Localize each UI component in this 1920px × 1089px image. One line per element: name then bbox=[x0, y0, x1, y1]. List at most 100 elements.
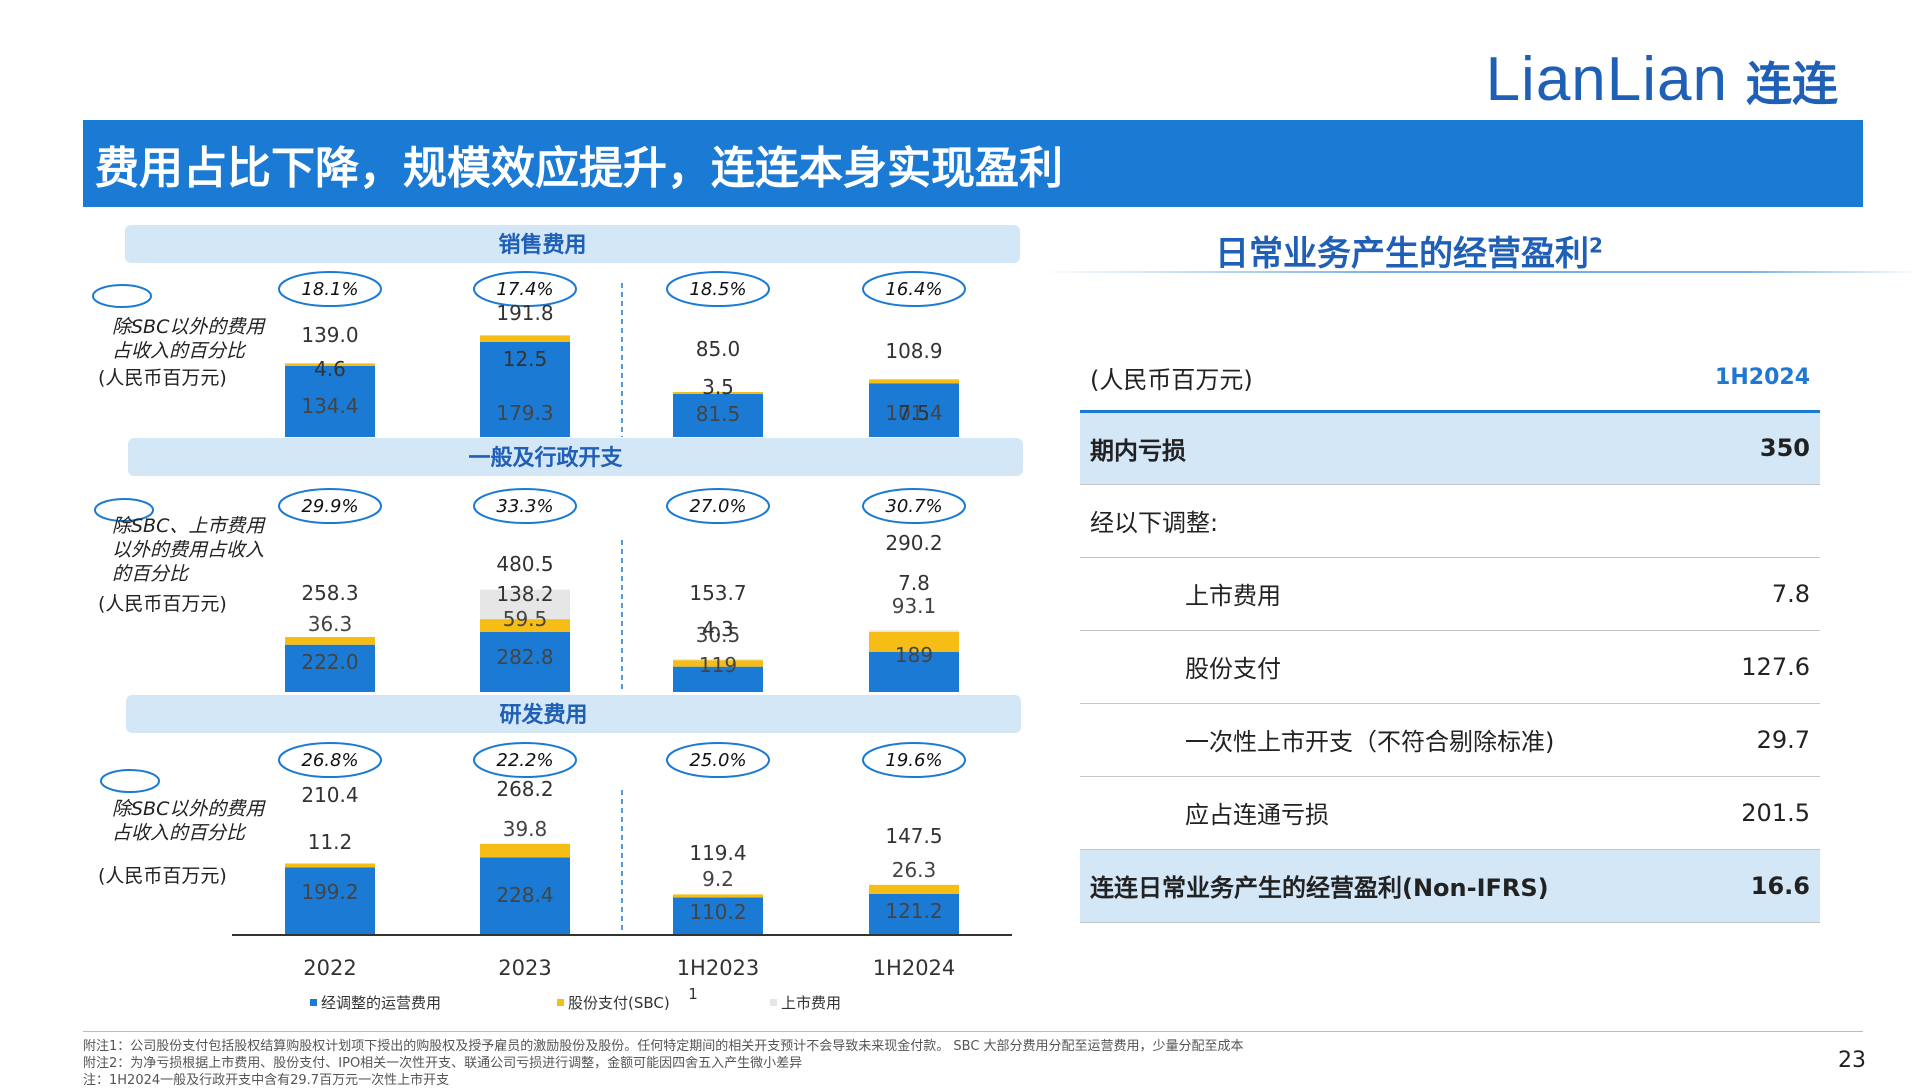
logo-wordmark: LianLian bbox=[1485, 45, 1728, 114]
adjusted-value-label: 179.3 bbox=[496, 401, 553, 425]
section-title: 销售费用 bbox=[498, 232, 586, 258]
pct-oval bbox=[473, 271, 577, 307]
profit-reconciliation-table: (人民币百万元) 1H2024 期内亏损 350 经以下调整: 上市费用 7.8 股份支付… bbox=[1080, 345, 1820, 923]
legend-oval-key bbox=[92, 284, 152, 308]
adjusted-value-label: 199.2 bbox=[301, 880, 358, 904]
row-label: 股份支付 bbox=[1080, 630, 1679, 704]
bar-segment-adjusted bbox=[480, 857, 570, 935]
row-value bbox=[1678, 484, 1820, 558]
footnote-3: 注：1H2024一般及行政开支中含有29.7百万元一次性上市开支 bbox=[83, 1073, 450, 1088]
pct-description-line: 除SBC以外的费用 bbox=[112, 316, 266, 338]
pct-of-revenue: 22.2% bbox=[496, 750, 553, 771]
pct-of-revenue: 26.8% bbox=[301, 750, 358, 771]
adjusted-value-label: 189 bbox=[895, 643, 933, 667]
pct-of-revenue: 33.3% bbox=[496, 496, 553, 517]
pct-oval bbox=[862, 488, 966, 524]
total-value-label: 108.9 bbox=[885, 339, 942, 363]
total-value-label: 147.5 bbox=[885, 824, 942, 848]
footnote-2: 附注2：为净亏损根据上市费用、股份支付、IPO相关一次性开支、联通公司亏损进行调… bbox=[83, 1056, 803, 1071]
slide-title: 费用占比下降，规模效应提升，连连本身实现盈利 bbox=[95, 142, 1063, 194]
bar-segment-adjusted bbox=[285, 867, 375, 935]
unit-label: (人民币百万元) bbox=[98, 593, 227, 615]
sbc-value-label: 4.6 bbox=[314, 357, 346, 381]
table-row: 连连日常业务产生的经营盈利(Non-IFRS) 16.6 bbox=[1080, 849, 1820, 923]
pct-of-revenue: 18.5% bbox=[689, 279, 746, 300]
sbc-value-label: 30.5 bbox=[696, 623, 741, 647]
adjusted-value-label: 110.2 bbox=[689, 900, 746, 924]
row-value: 7.8 bbox=[1678, 557, 1820, 631]
table-header-row: (人民币百万元) 1H2024 bbox=[1080, 345, 1820, 413]
adjusted-value-label: 228.4 bbox=[496, 883, 553, 907]
pct-of-revenue: 27.0% bbox=[689, 496, 746, 517]
bar-segment-sbc bbox=[480, 843, 570, 858]
total-value-label: 85.0 bbox=[696, 337, 741, 361]
table-row: 股份支付 127.6 bbox=[1080, 630, 1820, 704]
listing-value-label: 4.3 bbox=[702, 617, 734, 641]
bar-segment-sbc bbox=[480, 335, 570, 342]
bar-segment-sbc bbox=[673, 660, 763, 667]
bar-segment-adjusted bbox=[285, 644, 375, 692]
footnotes: 附注1：公司股份支付包括股权结算购股权计划项下授出的购股权及授予雇员的激励股份及… bbox=[83, 1038, 1244, 1089]
bar-segment-sbc bbox=[869, 631, 959, 652]
bar-segment-sbc bbox=[869, 379, 959, 384]
bar-segment-sbc bbox=[480, 619, 570, 632]
row-value: 29.7 bbox=[1678, 703, 1820, 777]
pct-of-revenue: 29.9% bbox=[301, 496, 358, 517]
section-title: 研发费用 bbox=[499, 702, 587, 728]
total-value-label: 191.8 bbox=[496, 301, 553, 325]
pct-oval bbox=[862, 742, 966, 778]
row-label: 经以下调整: bbox=[1080, 484, 1679, 558]
legend-label: 上市费用 bbox=[781, 994, 841, 1012]
pct-of-revenue: 18.1% bbox=[301, 279, 358, 300]
pct-of-revenue: 25.0% bbox=[689, 750, 746, 771]
total-value-label: 119.4 bbox=[689, 841, 746, 865]
bar-segment-sbc bbox=[285, 863, 375, 868]
x-tick-label: 2023 bbox=[498, 956, 551, 980]
pct-description-line: 除SBC、上市费用 bbox=[112, 515, 266, 537]
legend-oval-key bbox=[100, 769, 160, 793]
adjusted-value-label: 134.4 bbox=[301, 394, 358, 418]
pct-oval bbox=[278, 271, 382, 307]
bar-segment-adjusted bbox=[480, 341, 570, 437]
footnote-1: 附注1：公司股份支付包括股权结算购股权计划项下授出的购股权及授予雇员的激励股份及… bbox=[83, 1039, 1244, 1054]
pct-oval bbox=[473, 488, 577, 524]
footnote-divider bbox=[83, 1031, 1863, 1032]
row-label: 连连日常业务产生的经营盈利(Non-IFRS) bbox=[1080, 849, 1679, 923]
legend-label: 经调整的运营费用 bbox=[321, 994, 441, 1012]
total-value-label: 268.2 bbox=[496, 777, 553, 801]
pct-of-revenue: 17.4% bbox=[496, 279, 553, 300]
row-label: 一次性上市开支（不符合剔除标准) bbox=[1080, 703, 1679, 777]
pct-oval bbox=[666, 271, 770, 307]
row-label: 应占连通亏损 bbox=[1080, 776, 1679, 850]
adjusted-value-label: 282.8 bbox=[496, 645, 553, 669]
sbc-value-label: 39.8 bbox=[503, 817, 548, 841]
pct-description-line: 占收入的百分比 bbox=[112, 340, 247, 362]
adjusted-value-label: 119 bbox=[699, 653, 737, 677]
bar-segment-adjusted bbox=[673, 666, 763, 692]
sbc-value-label: 12.5 bbox=[503, 347, 548, 371]
sbc-value-label: 36.3 bbox=[308, 612, 353, 636]
section-title: 一般及行政开支 bbox=[468, 445, 623, 471]
slide-title-bar: 费用占比下降，规模效应提升，连连本身实现盈利 bbox=[83, 120, 1863, 207]
pct-oval bbox=[666, 742, 770, 778]
section-header-bg bbox=[126, 695, 1021, 733]
bar-segment-adjusted bbox=[869, 893, 959, 935]
total-value-label: 480.5 bbox=[496, 552, 553, 576]
listing-value-label: 138.2 bbox=[496, 582, 553, 606]
table-row: 期内亏损 350 bbox=[1080, 411, 1820, 485]
bar-segment-adjusted bbox=[673, 393, 763, 437]
adjusted-value-label: 222.0 bbox=[301, 650, 358, 674]
row-label: 期内亏损 bbox=[1080, 411, 1679, 485]
unit-label: (人民币百万元) bbox=[98, 367, 227, 389]
bar-segment-adjusted bbox=[869, 383, 959, 437]
table-row: 应占连通亏损 201.5 bbox=[1080, 776, 1820, 850]
period-label: 1H2024 bbox=[1678, 345, 1820, 413]
bar-segment-sbc bbox=[285, 636, 375, 645]
x-tick-label: 2022 bbox=[303, 956, 356, 980]
pct-oval bbox=[862, 271, 966, 307]
unit-label: (人民币百万元) bbox=[1080, 345, 1679, 413]
pct-description-line: 的百分比 bbox=[112, 563, 190, 585]
